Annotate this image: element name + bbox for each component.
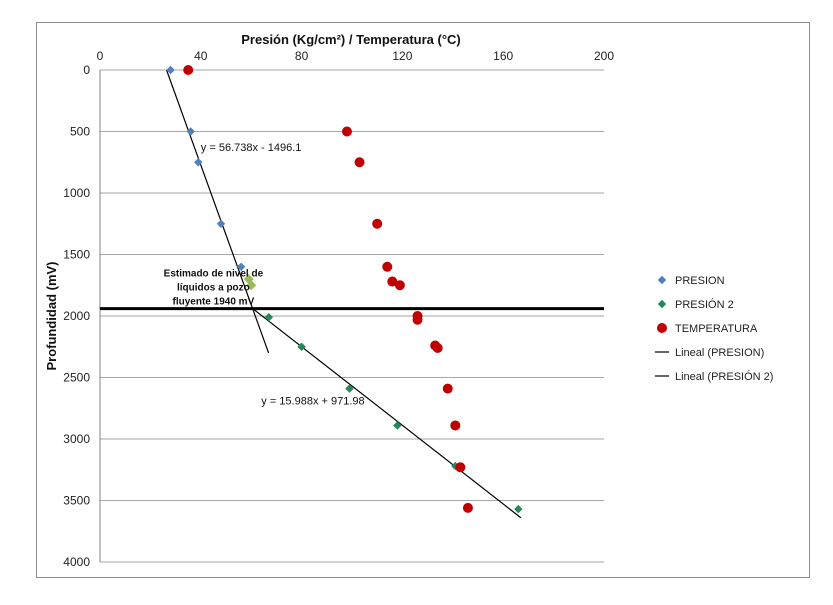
y-tick-label-2: 1000 <box>63 186 90 200</box>
legend-swatch-1 <box>657 299 667 309</box>
annotation-2-line-1: líquidos a pozo <box>177 283 250 294</box>
legend-swatch-2 <box>657 323 667 333</box>
x-tick-label-5: 200 <box>594 49 614 63</box>
trendlines <box>165 69 522 519</box>
point-s2-10 <box>432 342 443 353</box>
point-s1-3 <box>393 421 402 430</box>
point-s0-3 <box>216 219 226 228</box>
y-tick-label-1: 500 <box>70 125 90 139</box>
y-tick-label-7: 3500 <box>63 494 90 508</box>
y-tick-labels: 0 500 1000 1500 2000 2500 3000 3500 4000 <box>63 63 90 569</box>
point-s0-1 <box>186 127 195 136</box>
legend: PRESION PRESIÓN 2 TEMPERATURA Lineal (PRESI… <box>655 275 773 383</box>
y-tick-label-8: 4000 <box>63 555 90 569</box>
point-s1-2 <box>345 384 354 393</box>
x-tick-label-1: 40 <box>194 49 208 63</box>
legend-label-3: Lineal (PRESION) <box>675 347 764 359</box>
trendline-3 <box>165 69 270 354</box>
point-s0-2 <box>194 158 203 167</box>
x-axis-title: Presión (Kg/cm²) / Temperatura (°C) <box>241 32 461 47</box>
x-tick-label-0: 0 <box>97 49 104 63</box>
highlight-point-1 <box>246 280 257 291</box>
point-s2-4 <box>382 261 393 272</box>
point-s2-8 <box>412 314 423 325</box>
y-tick-label-0: 0 <box>83 63 90 77</box>
point-s2-0 <box>183 65 194 75</box>
point-s2-1 <box>341 126 352 137</box>
point-s0-4 <box>236 262 246 271</box>
annotation-1: y = 15.988x + 971.98 <box>261 396 364 408</box>
point-s2-14 <box>462 502 473 513</box>
x-tick-label-3: 120 <box>392 49 412 63</box>
annotations: y = 56.738x - 1496.1 y = 15.988x + 971.98… <box>164 142 365 407</box>
point-s2-12 <box>450 420 461 431</box>
point-s2-13 <box>455 462 466 473</box>
legend-label-4: Lineal (PRESIÓN 2) <box>675 370 773 383</box>
gridlines <box>100 69 604 563</box>
annotation-2-line-0: Estimado de nivel de <box>164 269 264 280</box>
x-tick-labels: 0 40 80 120 160 200 <box>97 49 615 63</box>
x-tick-label-2: 80 <box>295 49 309 63</box>
y-tick-label-4: 2000 <box>63 309 90 323</box>
chart-frame <box>36 22 810 578</box>
point-s0-0 <box>166 65 175 75</box>
legend-label-0: PRESION <box>675 275 725 287</box>
y-tick-label-5: 2500 <box>63 371 90 385</box>
point-s2-6 <box>394 280 405 291</box>
legend-label-1: PRESIÓN 2 <box>675 298 734 311</box>
point-s2-5 <box>387 276 398 287</box>
point-s1-0 <box>264 313 274 322</box>
legend-swatch-0 <box>657 275 667 285</box>
x-tick-label-4: 160 <box>493 49 513 63</box>
data-points <box>166 65 523 514</box>
annotation-0: y = 56.738x - 1496.1 <box>201 142 302 154</box>
point-s1-1 <box>297 342 306 351</box>
y-tick-label-6: 3000 <box>63 432 90 446</box>
y-tick-label-3: 1500 <box>63 248 90 262</box>
legend-label-2: TEMPERATURA <box>675 323 758 335</box>
point-s1-5 <box>514 504 523 514</box>
annotation-2-line-2: fluyente 1940 mV <box>173 297 255 308</box>
trendline-4 <box>250 306 522 519</box>
point-s2-3 <box>372 218 383 229</box>
point-s2-2 <box>354 157 365 168</box>
point-s2-11 <box>442 383 453 394</box>
y-axis-title: Profundidad (mV) <box>44 261 59 370</box>
